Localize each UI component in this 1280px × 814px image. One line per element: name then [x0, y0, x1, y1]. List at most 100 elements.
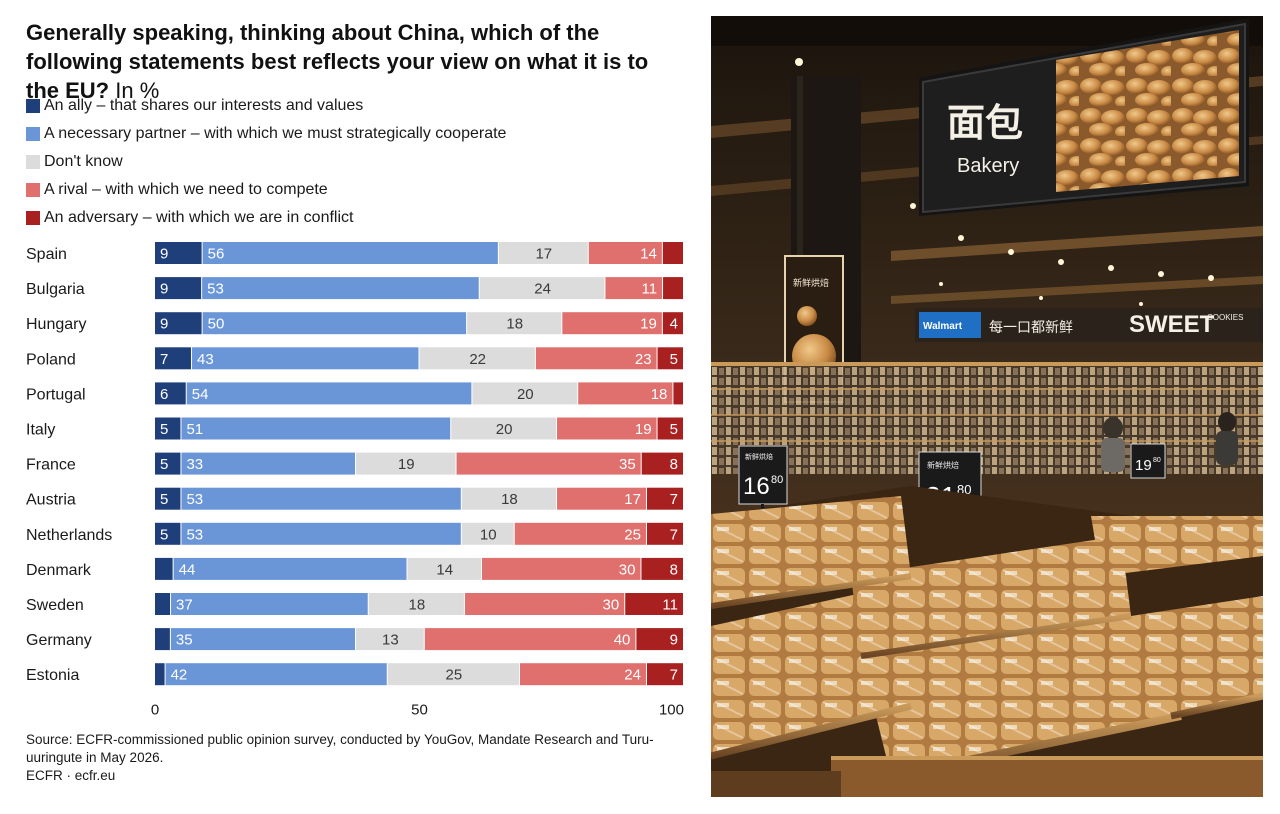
- data-label-ally: 7: [160, 351, 168, 368]
- bar-segment-rival: [557, 487, 646, 510]
- bar-segment-partner: [170, 628, 356, 651]
- sign-chinese-text: 面包: [947, 103, 1023, 145]
- bar-segment-adversary: [662, 312, 683, 335]
- bar-segment-dont_know: [356, 628, 424, 651]
- data-label-dont_know: 20: [517, 386, 534, 403]
- bar-segment-adversary: [636, 628, 683, 651]
- bar-segment-partner: [186, 382, 472, 405]
- bar-segment-partner: [181, 417, 451, 440]
- data-label-rival: 40: [614, 632, 631, 649]
- category-label: Sweden: [26, 597, 84, 614]
- legend-label-rival: A rival – with which we need to compete: [44, 181, 328, 198]
- bar-segment-ally: [155, 452, 181, 475]
- data-label-partner: 35: [176, 632, 193, 649]
- data-label-dont_know: 20: [496, 421, 513, 438]
- price-tag-left-value: 16: [743, 473, 770, 500]
- data-label-ally: 5: [160, 526, 168, 543]
- data-label-rival: 25: [624, 526, 641, 543]
- chart-legend: An ally – that shares our interests and …: [26, 92, 506, 232]
- legend-item-ally: An ally – that shares our interests and …: [26, 92, 506, 120]
- bar-segment-ally: [155, 522, 181, 545]
- legend-item-rival: A rival – with which we need to compete: [26, 176, 506, 204]
- category-label: Bulgaria: [26, 281, 85, 298]
- data-label-dont_know: 25: [446, 667, 463, 684]
- credit-note: ECFR · ecfr.eu: [26, 768, 116, 783]
- bar-segment-adversary: [673, 382, 683, 405]
- data-label-rival: 30: [603, 597, 620, 614]
- category-label: Spain: [26, 246, 67, 263]
- category-label: Netherlands: [26, 527, 112, 544]
- data-label-rival: 23: [635, 351, 652, 368]
- data-label-partner: 44: [179, 561, 196, 578]
- bar-segment-adversary: [657, 417, 683, 440]
- bar-segment-partner: [202, 242, 498, 264]
- data-label-dont_know: 17: [535, 246, 552, 263]
- bar-segment-rival: [578, 382, 673, 405]
- data-label-ally: 5: [160, 456, 168, 473]
- bar-segment-dont_know: [467, 312, 562, 335]
- data-label-dont_know: 18: [408, 597, 425, 614]
- bar-segment-rival: [481, 557, 641, 580]
- data-label-rival: 11: [641, 281, 657, 298]
- bar-segment-rival: [514, 522, 646, 545]
- category-label: Hungary: [26, 316, 86, 333]
- bar-segment-rival: [520, 663, 646, 686]
- data-label-adversary: 4: [670, 316, 678, 333]
- category-label: Estonia: [26, 667, 79, 684]
- category-label: Denmark: [26, 562, 92, 579]
- bar-segment-rival: [557, 417, 657, 440]
- data-label-adversary: 5: [670, 351, 678, 368]
- bar-segment-partner: [202, 312, 467, 335]
- data-label-ally: 5: [160, 421, 168, 438]
- data-label-dont_know: 18: [506, 316, 523, 333]
- legend-swatch-ally: [26, 99, 40, 113]
- bar-segment-adversary: [646, 663, 683, 686]
- bar-segment-partner: [181, 452, 356, 475]
- bar-segment-ally: [155, 417, 181, 440]
- banner-sweet-text: SWEET: [1129, 311, 1215, 338]
- bar-segment-ally: [155, 347, 192, 370]
- data-label-partner: 51: [186, 421, 203, 438]
- chart-title-unit: In %: [115, 78, 160, 103]
- bar-segment-rival: [535, 347, 657, 370]
- data-label-rival: 30: [619, 561, 636, 578]
- bar-segment-ally: [155, 312, 202, 335]
- data-label-ally: 6: [160, 386, 168, 403]
- price-tag-center-label: 新鲜烘焙: [927, 460, 959, 470]
- legend-swatch-dont_know: [26, 155, 40, 169]
- bar-segment-rival: [605, 277, 663, 300]
- x-tick-label: 100: [659, 701, 684, 718]
- data-label-dont_know: 24: [534, 281, 551, 298]
- bakery-sign: 面包 Bakery: [919, 18, 1249, 216]
- banner-cookies-text: COOKIES: [1207, 313, 1243, 322]
- data-label-adversary: 8: [670, 456, 678, 473]
- bar-segment-partner: [173, 557, 407, 580]
- data-label-rival: 24: [624, 667, 641, 684]
- data-label-adversary: 8: [670, 561, 678, 578]
- chart-title-text: Generally speaking, thinking about China…: [26, 20, 649, 103]
- bar-segment-adversary: [646, 522, 683, 545]
- source-note: Source: ECFR-commissioned public opinion…: [26, 732, 654, 765]
- data-label-rival: 17: [624, 491, 641, 508]
- data-label-partner: 33: [186, 456, 203, 473]
- data-label-rival: 35: [619, 456, 636, 473]
- banner-chinese-text: 每一口都新鲜: [989, 319, 1073, 335]
- data-label-partner: 50: [208, 316, 225, 333]
- bar-segment-ally: [155, 382, 186, 405]
- bar-segment-dont_know: [407, 557, 481, 580]
- legend-label-dont_know: Don't know: [44, 153, 123, 170]
- bar-segment-ally: [155, 663, 165, 686]
- data-label-adversary: 7: [670, 491, 678, 508]
- data-label-adversary: 7: [670, 667, 678, 684]
- price-tag-right-value: 19: [1135, 457, 1152, 474]
- bar-segment-dont_know: [451, 417, 557, 440]
- bar-segment-ally: [155, 628, 170, 651]
- bar-segment-dont_know: [368, 593, 464, 615]
- bar-segment-dont_know: [387, 663, 520, 686]
- data-label-partner: 53: [207, 281, 224, 298]
- data-label-ally: 5: [160, 491, 168, 508]
- data-label-ally: 9: [160, 246, 168, 263]
- legend-swatch-adversary: [26, 211, 40, 225]
- bar-segment-partner: [171, 593, 368, 615]
- walmart-text: Walmart: [923, 321, 963, 332]
